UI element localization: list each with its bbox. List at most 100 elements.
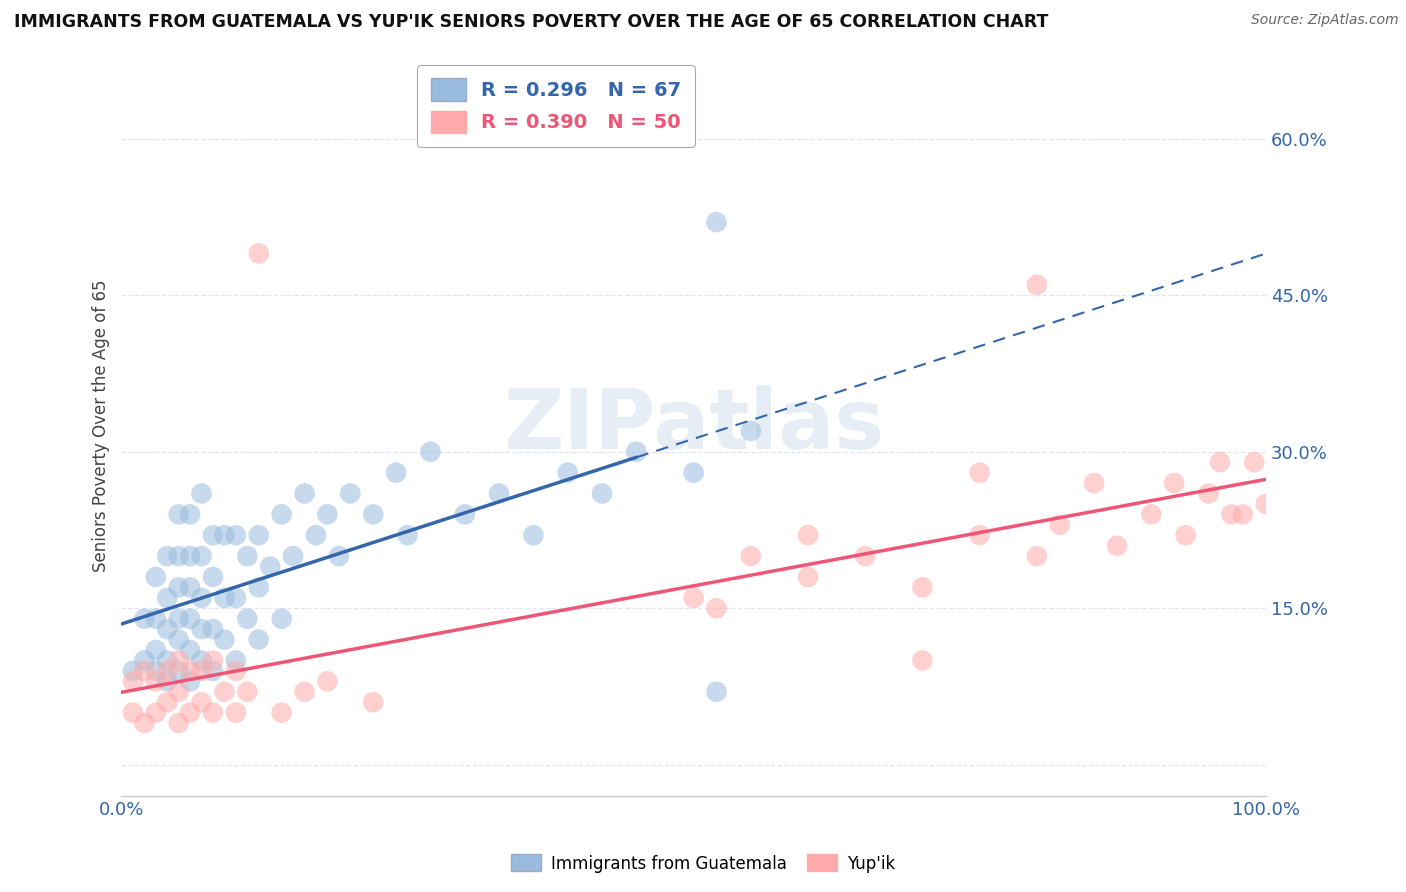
Point — [179, 508, 201, 522]
Point — [1025, 549, 1047, 563]
Point — [1174, 528, 1197, 542]
Point — [247, 528, 270, 542]
Point — [190, 591, 212, 605]
Point — [225, 528, 247, 542]
Point — [247, 581, 270, 595]
Point — [179, 664, 201, 678]
Point — [339, 486, 361, 500]
Point — [167, 685, 190, 699]
Point — [190, 622, 212, 636]
Point — [740, 424, 762, 438]
Point — [294, 685, 316, 699]
Point — [122, 706, 145, 720]
Point — [236, 612, 259, 626]
Point — [396, 528, 419, 542]
Point — [682, 591, 704, 605]
Point — [179, 706, 201, 720]
Point — [134, 664, 156, 678]
Point — [361, 695, 384, 709]
Point — [797, 570, 820, 584]
Point — [134, 716, 156, 731]
Point — [270, 706, 292, 720]
Point — [156, 695, 179, 709]
Point — [167, 581, 190, 595]
Point — [134, 653, 156, 667]
Point — [1140, 508, 1163, 522]
Point — [328, 549, 350, 563]
Point — [225, 664, 247, 678]
Point — [179, 643, 201, 657]
Point — [190, 664, 212, 678]
Point — [706, 601, 728, 615]
Point — [134, 612, 156, 626]
Point — [361, 508, 384, 522]
Text: IMMIGRANTS FROM GUATEMALA VS YUP'IK SENIORS POVERTY OVER THE AGE OF 65 CORRELATI: IMMIGRANTS FROM GUATEMALA VS YUP'IK SENI… — [14, 13, 1049, 31]
Point — [145, 706, 167, 720]
Point — [225, 591, 247, 605]
Point — [488, 486, 510, 500]
Point — [201, 664, 224, 678]
Point — [270, 508, 292, 522]
Point — [167, 549, 190, 563]
Point — [214, 632, 236, 647]
Point — [156, 591, 179, 605]
Point — [122, 664, 145, 678]
Point — [201, 706, 224, 720]
Point — [1198, 486, 1220, 500]
Point — [1025, 277, 1047, 292]
Point — [145, 674, 167, 689]
Point — [179, 612, 201, 626]
Point — [969, 466, 991, 480]
Point — [201, 528, 224, 542]
Text: ZIPatlas: ZIPatlas — [503, 385, 884, 467]
Point — [167, 508, 190, 522]
Point — [247, 246, 270, 260]
Legend: Immigrants from Guatemala, Yup'ik: Immigrants from Guatemala, Yup'ik — [505, 847, 901, 880]
Point — [214, 528, 236, 542]
Point — [316, 508, 339, 522]
Point — [419, 444, 441, 458]
Point — [167, 653, 190, 667]
Point — [740, 549, 762, 563]
Point — [225, 706, 247, 720]
Point — [190, 653, 212, 667]
Point — [797, 528, 820, 542]
Point — [706, 215, 728, 229]
Point — [167, 716, 190, 731]
Point — [145, 643, 167, 657]
Point — [385, 466, 408, 480]
Point — [853, 549, 876, 563]
Point — [1105, 539, 1128, 553]
Point — [557, 466, 579, 480]
Point — [294, 486, 316, 500]
Point — [122, 674, 145, 689]
Point — [145, 570, 167, 584]
Point — [156, 622, 179, 636]
Text: Source: ZipAtlas.com: Source: ZipAtlas.com — [1251, 13, 1399, 28]
Point — [179, 549, 201, 563]
Point — [454, 508, 477, 522]
Point — [225, 653, 247, 667]
Point — [214, 685, 236, 699]
Point — [259, 559, 281, 574]
Point — [145, 664, 167, 678]
Point — [1163, 476, 1185, 491]
Point — [145, 612, 167, 626]
Point — [522, 528, 544, 542]
Point — [247, 632, 270, 647]
Point — [236, 685, 259, 699]
Point — [179, 581, 201, 595]
Point — [190, 695, 212, 709]
Point — [1243, 455, 1265, 469]
Point — [214, 591, 236, 605]
Point — [1209, 455, 1232, 469]
Point — [305, 528, 328, 542]
Point — [190, 486, 212, 500]
Point — [167, 632, 190, 647]
Point — [626, 444, 648, 458]
Point — [281, 549, 304, 563]
Point — [156, 549, 179, 563]
Point — [591, 486, 613, 500]
Point — [270, 612, 292, 626]
Point — [911, 581, 934, 595]
